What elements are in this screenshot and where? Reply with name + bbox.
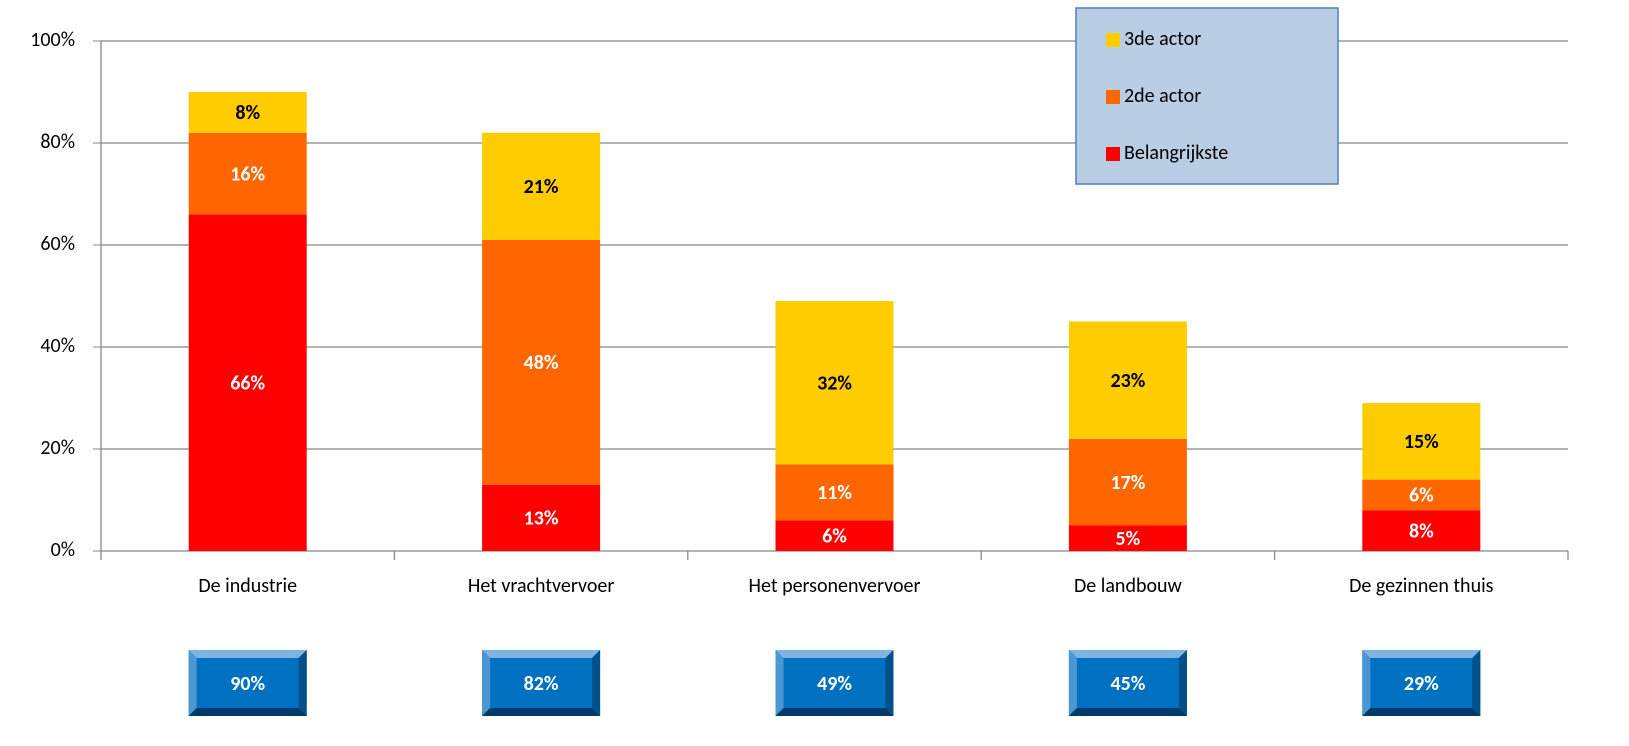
bevel-right [1472, 650, 1481, 716]
bar-segment [482, 239, 601, 485]
legend-label: Belangrijkste [1124, 141, 1228, 165]
bar-segment [1068, 525, 1187, 551]
value-label: 6% [822, 525, 847, 549]
total-box [1068, 650, 1187, 716]
bevel-left [1362, 650, 1371, 716]
value-label: 5% [1116, 527, 1141, 551]
bevel-right [1178, 650, 1187, 716]
bar-segment [482, 484, 601, 551]
bar-segment [1362, 479, 1481, 511]
total-box-face [188, 650, 307, 716]
x-tick-label: Het vrachtvervoer [468, 574, 614, 598]
y-tick-label: 100% [30, 28, 75, 52]
bevel-left [188, 650, 197, 716]
value-label: 13% [524, 507, 559, 531]
value-label: 23% [1110, 369, 1145, 393]
legend-label: 3de actor [1124, 27, 1201, 51]
value-label: 48% [524, 351, 559, 375]
bar-segment [775, 464, 894, 521]
bevel-top [1068, 650, 1187, 658]
legend-swatch [1106, 147, 1120, 161]
y-tick-label: 40% [40, 334, 75, 358]
y-tick-label: 0% [51, 538, 75, 562]
legend-swatch [1106, 33, 1120, 47]
total-box-face [775, 650, 894, 716]
value-label: 32% [817, 372, 852, 396]
bevel-left [775, 650, 784, 716]
bevel-left [1068, 650, 1077, 716]
bar-segment [188, 132, 307, 215]
bevel-top [775, 650, 894, 658]
total-box [1362, 650, 1481, 716]
bar-segment [188, 214, 307, 551]
bevel-bottom [482, 708, 601, 716]
bar-segment [188, 92, 307, 133]
total-box-face [482, 650, 601, 716]
x-tick-label: Het personenvervoer [749, 574, 921, 598]
bevel-right [885, 650, 894, 716]
x-tick-label: De industrie [198, 574, 297, 598]
bevel-bottom [1362, 708, 1481, 716]
value-label: 8% [1409, 519, 1434, 543]
bevel-bottom [1068, 708, 1187, 716]
bevel-left [482, 650, 491, 716]
bevel-top [1362, 650, 1481, 658]
bar-segment [1362, 510, 1481, 551]
bevel-bottom [188, 708, 307, 716]
y-tick-label: 60% [40, 232, 75, 256]
bevel-top [188, 650, 307, 658]
bar-segment [1362, 403, 1481, 480]
total-box [482, 650, 601, 716]
bar-segment [482, 132, 601, 240]
y-tick-label: 80% [40, 130, 75, 154]
x-tick-label: De gezinnen thuis [1349, 574, 1494, 598]
bevel-right [592, 650, 601, 716]
bevel-right [298, 650, 307, 716]
value-label: 21% [524, 175, 559, 199]
total-label: 29% [1404, 672, 1439, 696]
y-tick-label: 20% [40, 436, 75, 460]
value-label: 11% [817, 481, 852, 505]
bevel-top [482, 650, 601, 658]
total-label: 45% [1110, 672, 1145, 696]
total-box-face [1362, 650, 1481, 716]
bar-segment [775, 301, 894, 465]
bevel-bottom [775, 708, 894, 716]
bar-segment [775, 520, 894, 551]
value-label: 66% [230, 372, 265, 396]
value-label: 6% [1409, 484, 1434, 508]
total-box [775, 650, 894, 716]
bar-segment [1068, 321, 1187, 439]
total-label: 49% [817, 672, 852, 696]
total-label: 82% [524, 672, 559, 696]
value-label: 8% [235, 101, 260, 125]
value-label: 17% [1110, 471, 1145, 495]
value-label: 15% [1404, 430, 1439, 454]
total-label: 90% [230, 672, 265, 696]
bar-segment [1068, 438, 1187, 526]
x-tick-label: De landbouw [1074, 574, 1183, 598]
value-label: 16% [230, 162, 265, 186]
total-box [188, 650, 307, 716]
legend-label: 2de actor [1124, 84, 1201, 108]
legend-swatch [1106, 90, 1120, 104]
total-box-face [1068, 650, 1187, 716]
